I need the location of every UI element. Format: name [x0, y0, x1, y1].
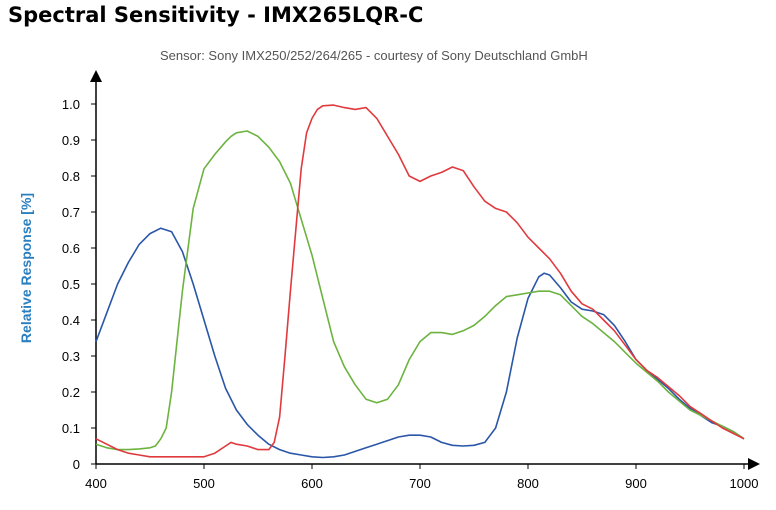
series-line-3 [95, 104, 745, 458]
y-tick-label: 0.9 [62, 133, 80, 148]
x-tick-label: 700 [409, 476, 431, 491]
tick-labels: 400 500 600 700 800 900 1000 0 0.1 0.2 0.3 0.4 0.5 0.… [62, 97, 759, 491]
y-tick-label: 0.2 [62, 385, 80, 400]
y-tick-label: 0.8 [62, 169, 80, 184]
x-tick-label: 600 [301, 476, 323, 491]
y-tick-label: 0.3 [62, 349, 80, 364]
axes [90, 70, 760, 470]
x-tick-label: 1000 [730, 476, 759, 491]
x-tick-label: 500 [193, 476, 215, 491]
x-tick-label: 900 [625, 476, 647, 491]
y-axis-arrow [90, 70, 102, 82]
y-tick-label: 0 [73, 457, 80, 472]
series-lines [95, 104, 745, 459]
y-tick-label: 0.6 [62, 241, 80, 256]
y-tick-label: 0.7 [62, 205, 80, 220]
y-axis-label: Relative Response [%] [18, 193, 34, 343]
y-tick-label: 0.1 [62, 421, 80, 436]
chart-title: Spectral Sensitivity - IMX265LQR-C [8, 3, 424, 27]
x-tick-label: 400 [85, 476, 107, 491]
x-axis-arrow [748, 458, 760, 470]
series-line-2 [95, 130, 745, 451]
chart-subtitle: Sensor: Sony IMX250/252/264/265 - courte… [160, 48, 588, 63]
x-tick-label: 800 [517, 476, 539, 491]
y-tick-label: 0.4 [62, 313, 80, 328]
y-tick-label: 1.0 [62, 97, 80, 112]
y-tick-label: 0.5 [62, 277, 80, 292]
